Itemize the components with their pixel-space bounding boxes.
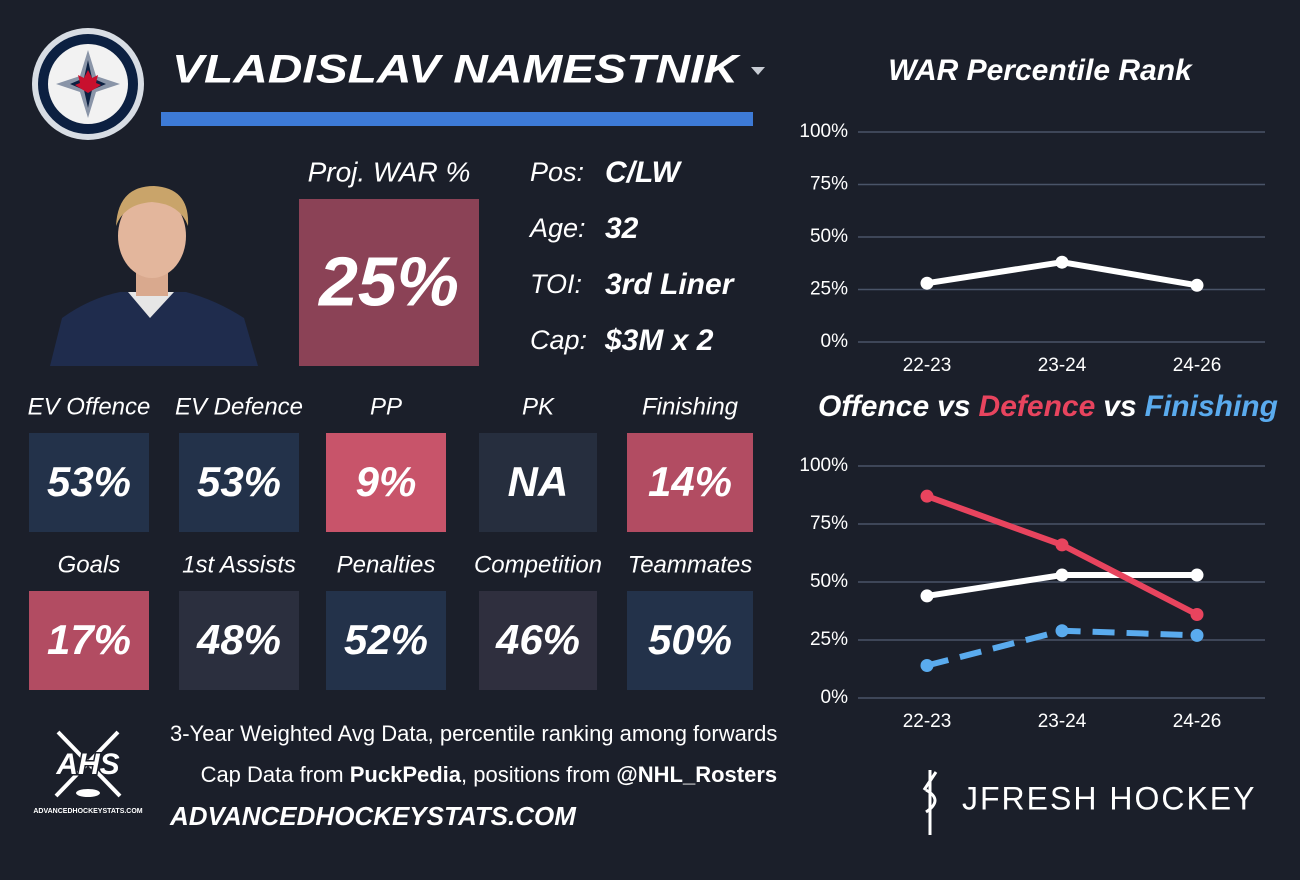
stat-box bbox=[29, 591, 149, 690]
cap-text: Cap Data from bbox=[201, 762, 350, 787]
stat-box bbox=[326, 591, 446, 690]
data-point bbox=[1190, 628, 1204, 642]
stat-label: EV Offence bbox=[28, 393, 151, 420]
stat-label: EV Defence bbox=[175, 393, 303, 420]
stat-box bbox=[179, 433, 299, 532]
x-tick-label: 23-24 bbox=[1038, 711, 1087, 732]
info-label: Cap: bbox=[530, 325, 587, 355]
data-point bbox=[920, 589, 934, 603]
stat-box bbox=[627, 433, 753, 532]
x-tick-label: 22-23 bbox=[903, 711, 952, 732]
title-joiner: vs bbox=[1103, 390, 1136, 423]
stat-value: 9% bbox=[356, 458, 417, 505]
stat-value: 48% bbox=[196, 616, 281, 663]
data-point bbox=[920, 659, 934, 673]
info-value: 3rd Liner bbox=[605, 268, 736, 301]
stat-label: Penalties bbox=[337, 551, 436, 578]
data-point bbox=[1055, 255, 1069, 269]
info-label: Age: bbox=[528, 213, 586, 243]
ahs-text: AHS bbox=[55, 748, 119, 781]
name-underline bbox=[161, 112, 753, 126]
info-value: $3M x 2 bbox=[604, 324, 714, 357]
y-tick-label: 0% bbox=[821, 687, 849, 708]
info-label: Pos: bbox=[530, 157, 584, 187]
info-value: 32 bbox=[605, 212, 639, 245]
stat-value: 53% bbox=[197, 458, 281, 505]
stat-label: Competition bbox=[474, 551, 602, 578]
brand: JFRESH HOCKEY bbox=[962, 780, 1256, 816]
stat-label: Finishing bbox=[642, 393, 739, 420]
stat-value: 52% bbox=[344, 616, 428, 663]
brand-logo bbox=[922, 770, 938, 835]
cap-source: PuckPedia bbox=[350, 762, 462, 787]
y-tick-label: 25% bbox=[810, 629, 848, 650]
y-tick-label: 100% bbox=[799, 455, 848, 476]
player-name: VLADISLAV NAMESTNIK bbox=[172, 48, 742, 92]
cap-source: @NHL_Rosters bbox=[616, 762, 777, 787]
footer-cap: Cap Data from PuckPedia, positions from … bbox=[170, 762, 795, 787]
info-label: TOI: bbox=[530, 269, 582, 299]
proj-label: Proj. WAR % bbox=[308, 156, 471, 187]
info-value: C/LW bbox=[605, 156, 683, 189]
legend-entry: Finishing bbox=[1145, 390, 1278, 423]
chart-title: WAR Percentile Rank bbox=[888, 54, 1193, 87]
data-point bbox=[920, 489, 934, 503]
data-point bbox=[920, 276, 934, 290]
x-tick-label: 24-26 bbox=[1173, 711, 1222, 732]
stat-value: 17% bbox=[47, 616, 131, 663]
y-tick-label: 50% bbox=[810, 226, 848, 247]
proj-box bbox=[299, 199, 479, 366]
stat-label: Goals bbox=[58, 551, 121, 578]
dropdown-arrow[interactable] bbox=[751, 67, 765, 75]
data-point bbox=[1190, 568, 1204, 582]
x-tick-label: 23-24 bbox=[1038, 355, 1087, 376]
stat-value: 14% bbox=[648, 458, 732, 505]
player-photo bbox=[50, 186, 258, 366]
y-tick-label: 50% bbox=[810, 571, 848, 592]
x-tick-label: 24-26 bbox=[1173, 355, 1222, 376]
stat-box bbox=[179, 591, 299, 690]
stat-label: Teammates bbox=[628, 551, 753, 578]
y-tick-label: 0% bbox=[821, 331, 849, 352]
team-logo bbox=[32, 28, 144, 140]
y-tick-label: 25% bbox=[810, 279, 848, 300]
y-tick-label: 75% bbox=[810, 513, 848, 534]
y-tick-label: 75% bbox=[810, 174, 848, 195]
stat-label: PK bbox=[522, 393, 555, 420]
ahs-logo: AHS ADVANCEDHOCKEYSTATS.COM bbox=[33, 730, 143, 815]
chart-title: Offence vs Defence vs Finishing bbox=[818, 390, 1278, 423]
stat-value: 50% bbox=[648, 616, 732, 663]
stat-box bbox=[479, 433, 597, 532]
stat-label: PP bbox=[370, 393, 402, 420]
data-point bbox=[1190, 278, 1204, 292]
ahs-sub: ADVANCEDHOCKEYSTATS.COM bbox=[33, 808, 142, 815]
stat-value: 53% bbox=[47, 458, 131, 505]
stat-label: 1st Assists bbox=[182, 551, 296, 578]
stat-box bbox=[29, 433, 149, 532]
data-point bbox=[1190, 607, 1204, 621]
data-point bbox=[1055, 568, 1069, 582]
y-tick-label: 100% bbox=[799, 121, 848, 142]
footer-note: 3-Year Weighted Avg Data, percentile ran… bbox=[170, 721, 777, 746]
legend-entry: Defence bbox=[979, 390, 1096, 423]
data-point bbox=[1055, 624, 1069, 638]
stat-value: NA bbox=[508, 458, 569, 505]
x-tick-label: 22-23 bbox=[903, 355, 952, 376]
stat-box bbox=[479, 591, 597, 690]
stat-box bbox=[326, 433, 446, 532]
title-joiner: vs bbox=[937, 390, 970, 423]
legend-entry: Offence bbox=[818, 390, 929, 423]
footer-site: ADVANCEDHOCKEYSTATS.COM bbox=[169, 801, 577, 831]
data-point bbox=[1055, 538, 1069, 552]
stat-value: 46% bbox=[495, 616, 580, 663]
cap-text: , positions from bbox=[461, 762, 616, 787]
stat-box bbox=[627, 591, 753, 690]
proj-value: 25% bbox=[317, 242, 459, 320]
